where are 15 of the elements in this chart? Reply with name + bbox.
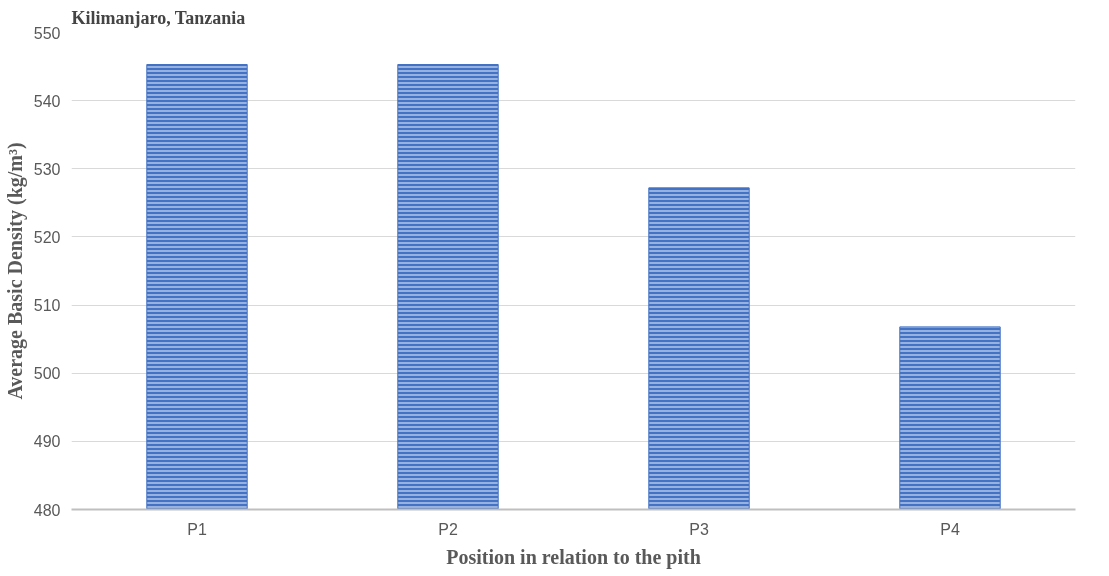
x-axis-title: Position in relation to the pith [446,545,701,569]
y-tick-label: 500 [33,365,61,383]
x-tick-label: P2 [438,520,458,538]
y-tick-label: 540 [33,92,61,110]
x-tick-label: P1 [187,520,207,538]
y-tick-label: 520 [33,228,61,246]
chart-title: Kilimanjaro, Tanzania [71,7,246,28]
y-tick-label: 550 [33,24,61,42]
x-tick-label: P4 [940,520,960,538]
y-tick-label: 490 [33,433,61,451]
y-tick-label: 510 [33,297,61,315]
y-tick-label: 480 [33,501,61,519]
y-tick-label: 530 [33,160,61,178]
y-axis-title: Average Basic Density (kg/m³) [3,142,27,400]
x-tick-label: P3 [689,520,709,538]
